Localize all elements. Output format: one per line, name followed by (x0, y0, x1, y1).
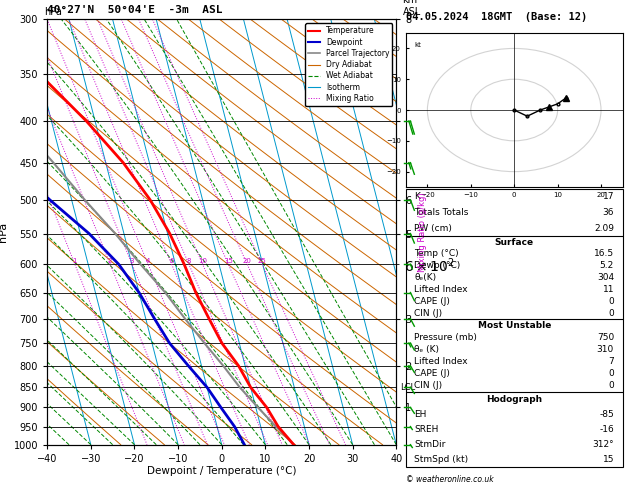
Text: SREH: SREH (415, 425, 439, 434)
Text: 7: 7 (608, 357, 614, 366)
X-axis label: Dewpoint / Temperature (°C): Dewpoint / Temperature (°C) (147, 467, 296, 476)
Text: -16: -16 (599, 425, 614, 434)
Text: 0: 0 (608, 297, 614, 306)
Text: 17: 17 (603, 192, 614, 201)
Text: 2: 2 (108, 258, 113, 264)
Text: 15: 15 (224, 258, 233, 264)
Text: hPa: hPa (44, 7, 62, 17)
Text: K: K (415, 192, 420, 201)
Text: CIN (J): CIN (J) (415, 381, 443, 390)
Text: 15: 15 (603, 454, 614, 464)
Text: 11: 11 (603, 285, 614, 294)
Text: CAPE (J): CAPE (J) (415, 369, 450, 378)
Text: 6: 6 (169, 258, 174, 264)
Text: kt: kt (415, 42, 421, 48)
Text: 25: 25 (258, 258, 267, 264)
Text: 304: 304 (597, 273, 614, 282)
Text: Lifted Index: Lifted Index (415, 357, 468, 366)
Text: 5.2: 5.2 (600, 261, 614, 270)
Text: LCL: LCL (401, 383, 416, 392)
Text: θₑ(K): θₑ(K) (415, 273, 437, 282)
Text: Most Unstable: Most Unstable (477, 321, 551, 330)
Text: Pressure (mb): Pressure (mb) (415, 333, 477, 342)
Text: 0: 0 (608, 381, 614, 390)
Text: Hodograph: Hodograph (486, 395, 542, 403)
Text: CAPE (J): CAPE (J) (415, 297, 450, 306)
Text: StmDir: StmDir (415, 439, 446, 449)
Text: Surface: Surface (494, 238, 534, 246)
Text: 36: 36 (603, 208, 614, 217)
Text: EH: EH (415, 410, 426, 418)
Text: 2.09: 2.09 (594, 224, 614, 233)
Text: 20: 20 (243, 258, 252, 264)
Text: 16.5: 16.5 (594, 249, 614, 259)
Text: Mixing Ratio (g/kg): Mixing Ratio (g/kg) (418, 192, 427, 272)
Text: 40°27'N  50°04'E  -3m  ASL: 40°27'N 50°04'E -3m ASL (47, 4, 223, 15)
Text: -85: -85 (599, 410, 614, 418)
Y-axis label: hPa: hPa (0, 222, 8, 242)
Text: 3: 3 (130, 258, 134, 264)
Text: © weatheronline.co.uk: © weatheronline.co.uk (406, 474, 493, 484)
Text: 0: 0 (608, 369, 614, 378)
Text: 312°: 312° (593, 439, 614, 449)
Text: km
ASL: km ASL (403, 0, 421, 17)
Text: Totals Totals: Totals Totals (415, 208, 469, 217)
Text: CIN (J): CIN (J) (415, 309, 443, 318)
Text: Temp (°C): Temp (°C) (415, 249, 459, 259)
Text: 310: 310 (597, 345, 614, 354)
Text: 10: 10 (198, 258, 207, 264)
Text: 750: 750 (597, 333, 614, 342)
Text: 8: 8 (187, 258, 191, 264)
Text: StmSpd (kt): StmSpd (kt) (415, 454, 469, 464)
Text: 4: 4 (146, 258, 150, 264)
Text: 04.05.2024  18GMT  (Base: 12): 04.05.2024 18GMT (Base: 12) (406, 12, 587, 22)
Text: PW (cm): PW (cm) (415, 224, 452, 233)
Text: 0: 0 (608, 309, 614, 318)
Legend: Temperature, Dewpoint, Parcel Trajectory, Dry Adiabat, Wet Adiabat, Isotherm, Mi: Temperature, Dewpoint, Parcel Trajectory… (305, 23, 392, 106)
Text: θₑ (K): θₑ (K) (415, 345, 440, 354)
Text: Lifted Index: Lifted Index (415, 285, 468, 294)
Text: Dewp (°C): Dewp (°C) (415, 261, 460, 270)
Text: 1: 1 (72, 258, 77, 264)
